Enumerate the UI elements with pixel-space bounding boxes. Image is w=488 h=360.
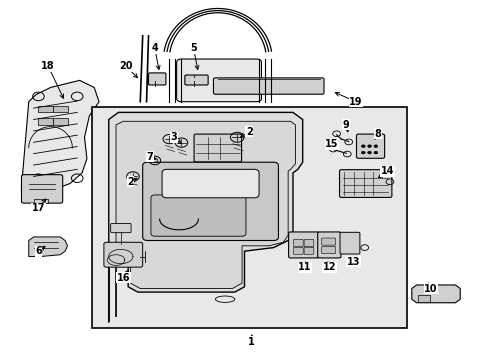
Text: 20: 20 bbox=[119, 61, 132, 71]
FancyBboxPatch shape bbox=[176, 59, 261, 102]
FancyBboxPatch shape bbox=[304, 239, 313, 247]
FancyBboxPatch shape bbox=[21, 175, 62, 203]
FancyBboxPatch shape bbox=[151, 195, 245, 236]
Circle shape bbox=[367, 145, 371, 148]
FancyBboxPatch shape bbox=[321, 247, 335, 254]
Text: 6: 6 bbox=[35, 246, 42, 256]
FancyBboxPatch shape bbox=[194, 134, 241, 162]
FancyBboxPatch shape bbox=[356, 134, 384, 158]
Polygon shape bbox=[108, 112, 302, 322]
Text: 7: 7 bbox=[146, 152, 153, 162]
FancyBboxPatch shape bbox=[417, 295, 429, 302]
FancyBboxPatch shape bbox=[53, 106, 67, 112]
Text: 1: 1 bbox=[248, 337, 255, 347]
FancyBboxPatch shape bbox=[339, 232, 359, 254]
Ellipse shape bbox=[215, 296, 234, 302]
FancyBboxPatch shape bbox=[39, 118, 53, 125]
Text: 15: 15 bbox=[325, 139, 338, 149]
Text: 18: 18 bbox=[41, 61, 55, 71]
FancyBboxPatch shape bbox=[162, 169, 259, 198]
Text: 4: 4 bbox=[151, 43, 158, 53]
Text: 17: 17 bbox=[32, 203, 45, 213]
Polygon shape bbox=[29, 237, 67, 257]
FancyBboxPatch shape bbox=[103, 242, 142, 267]
Text: 10: 10 bbox=[424, 284, 437, 293]
FancyBboxPatch shape bbox=[317, 232, 340, 258]
Polygon shape bbox=[116, 121, 295, 317]
FancyBboxPatch shape bbox=[293, 247, 303, 255]
Text: 11: 11 bbox=[298, 262, 311, 272]
Text: 12: 12 bbox=[322, 262, 335, 272]
FancyBboxPatch shape bbox=[321, 238, 335, 245]
Polygon shape bbox=[21, 80, 99, 191]
FancyBboxPatch shape bbox=[110, 224, 131, 233]
FancyBboxPatch shape bbox=[339, 170, 391, 197]
Text: 14: 14 bbox=[380, 166, 393, 176]
FancyBboxPatch shape bbox=[184, 75, 208, 85]
Text: 8: 8 bbox=[374, 129, 381, 139]
Text: 16: 16 bbox=[116, 273, 130, 283]
Circle shape bbox=[373, 151, 377, 154]
FancyBboxPatch shape bbox=[148, 73, 165, 85]
FancyBboxPatch shape bbox=[293, 239, 303, 247]
FancyBboxPatch shape bbox=[53, 118, 67, 125]
FancyBboxPatch shape bbox=[39, 106, 53, 112]
FancyBboxPatch shape bbox=[213, 78, 324, 94]
Text: 2: 2 bbox=[127, 177, 134, 187]
FancyBboxPatch shape bbox=[288, 232, 319, 258]
FancyBboxPatch shape bbox=[34, 199, 48, 203]
Text: 13: 13 bbox=[346, 257, 360, 267]
Polygon shape bbox=[411, 285, 459, 303]
Text: 19: 19 bbox=[348, 97, 362, 107]
Text: 2: 2 bbox=[245, 127, 252, 137]
Text: 9: 9 bbox=[342, 120, 349, 130]
FancyBboxPatch shape bbox=[304, 247, 313, 255]
FancyBboxPatch shape bbox=[142, 162, 278, 240]
Circle shape bbox=[361, 145, 365, 148]
FancyBboxPatch shape bbox=[92, 107, 406, 328]
Text: 3: 3 bbox=[170, 132, 177, 142]
Circle shape bbox=[367, 151, 371, 154]
Text: 5: 5 bbox=[190, 43, 197, 53]
Circle shape bbox=[361, 151, 365, 154]
Circle shape bbox=[373, 145, 377, 148]
